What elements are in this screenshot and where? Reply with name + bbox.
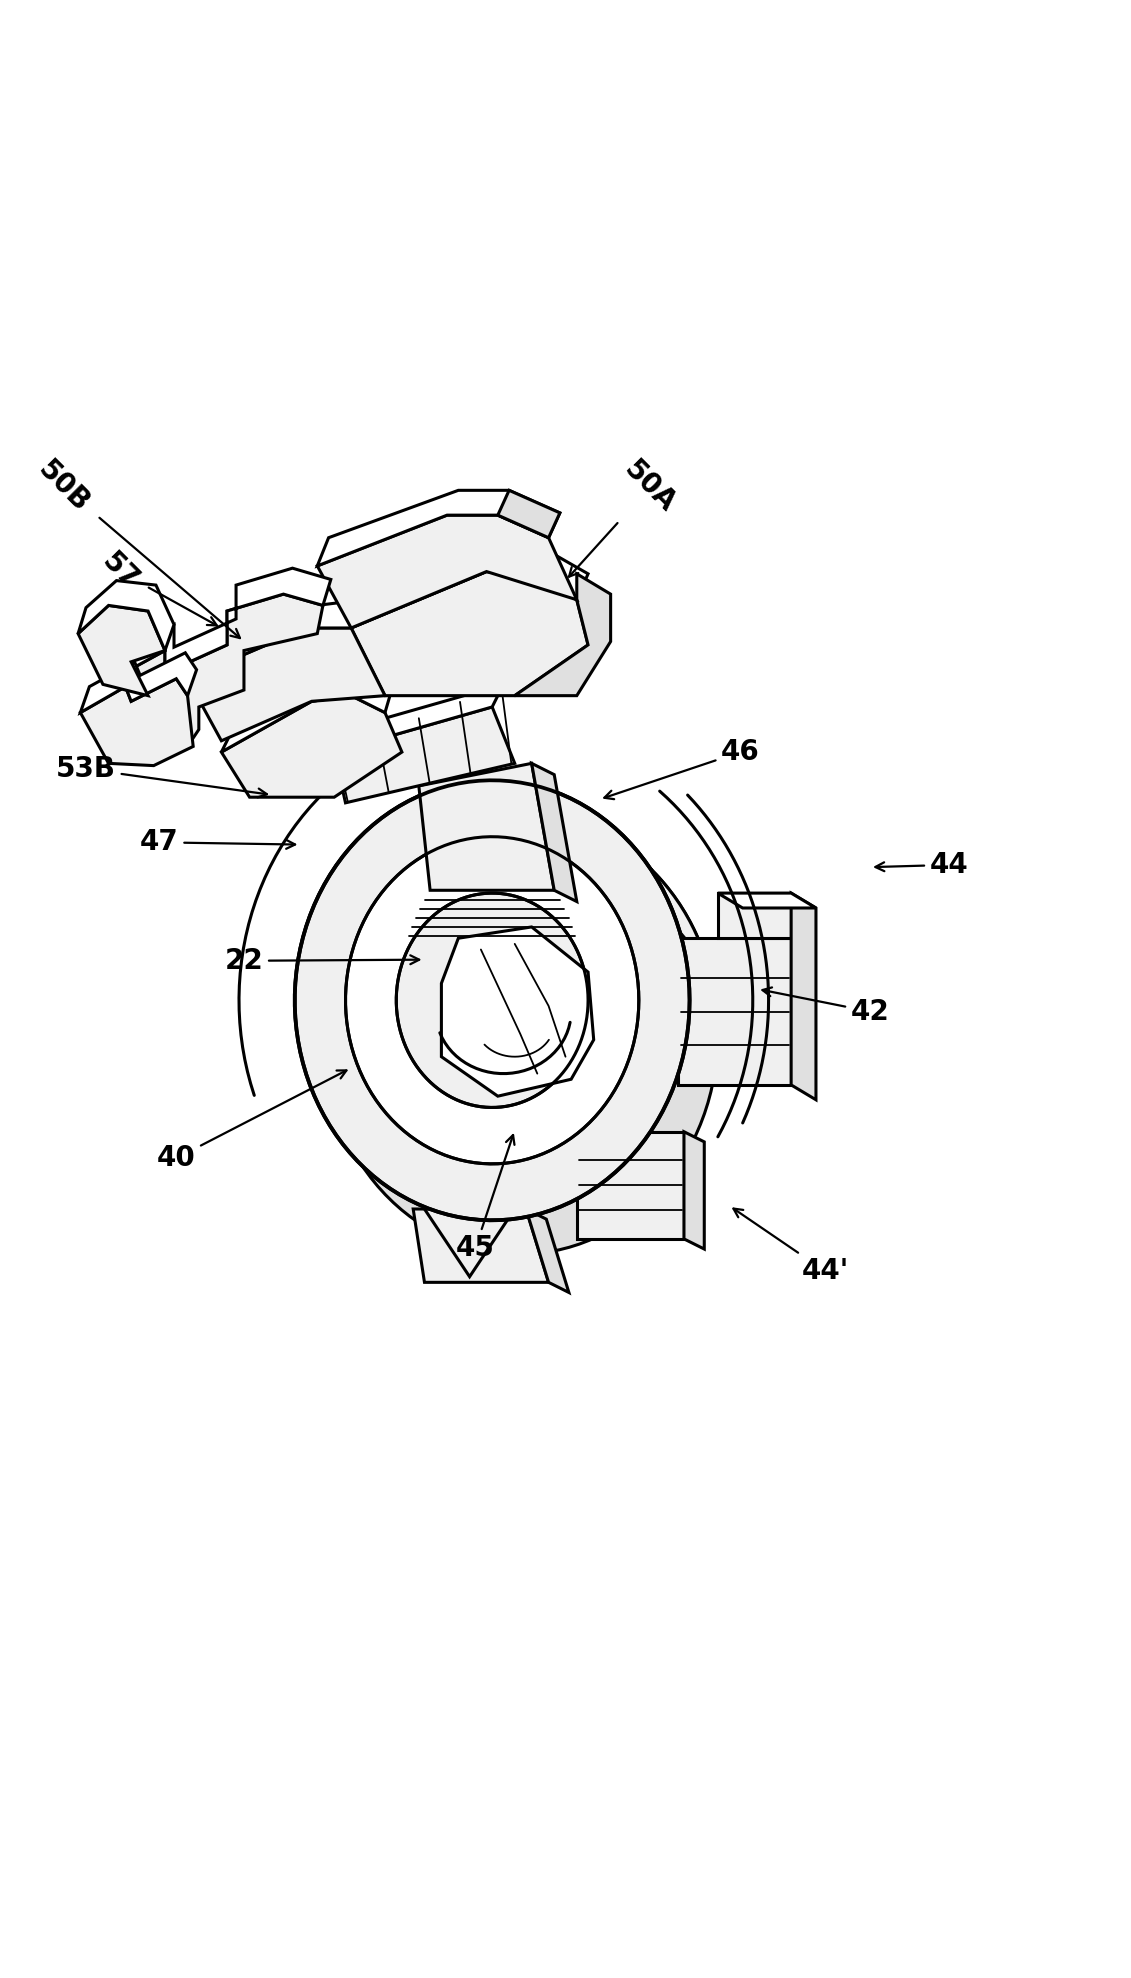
Polygon shape (577, 1131, 684, 1238)
Polygon shape (684, 1131, 705, 1248)
Polygon shape (323, 815, 718, 1254)
Polygon shape (318, 491, 560, 566)
Polygon shape (373, 870, 667, 1199)
Text: 50A: 50A (569, 455, 681, 578)
Polygon shape (78, 605, 165, 696)
Polygon shape (718, 894, 815, 908)
Polygon shape (679, 938, 792, 1084)
Text: 57: 57 (96, 548, 217, 625)
Text: 53B: 53B (57, 756, 267, 797)
Text: 50B: 50B (33, 455, 240, 639)
Polygon shape (498, 491, 560, 538)
Polygon shape (297, 779, 708, 999)
Polygon shape (78, 582, 174, 651)
Polygon shape (792, 894, 815, 1100)
Polygon shape (335, 706, 515, 803)
Polygon shape (718, 894, 792, 938)
Polygon shape (222, 674, 390, 752)
Polygon shape (335, 684, 503, 752)
Text: 47: 47 (140, 829, 295, 856)
Polygon shape (424, 1209, 515, 1276)
Polygon shape (532, 764, 577, 902)
Text: 46: 46 (604, 738, 760, 799)
Polygon shape (346, 837, 639, 1163)
Polygon shape (80, 653, 197, 712)
Polygon shape (396, 894, 588, 1108)
Polygon shape (418, 764, 554, 890)
Text: 42: 42 (762, 987, 889, 1025)
Polygon shape (351, 550, 588, 627)
Text: 45: 45 (456, 1135, 515, 1262)
Polygon shape (103, 593, 323, 746)
Text: 40: 40 (157, 1070, 346, 1173)
Text: 44': 44' (733, 1209, 848, 1286)
Polygon shape (351, 572, 588, 696)
Polygon shape (188, 599, 362, 678)
Text: 44: 44 (875, 851, 968, 878)
Polygon shape (441, 928, 594, 1096)
Polygon shape (515, 574, 611, 696)
Text: 22: 22 (225, 947, 420, 975)
Polygon shape (295, 779, 690, 1220)
Polygon shape (188, 627, 385, 742)
Polygon shape (413, 1209, 549, 1282)
Polygon shape (526, 1209, 569, 1292)
Polygon shape (80, 678, 193, 765)
Polygon shape (222, 696, 402, 797)
Polygon shape (318, 514, 577, 627)
Polygon shape (103, 568, 331, 684)
